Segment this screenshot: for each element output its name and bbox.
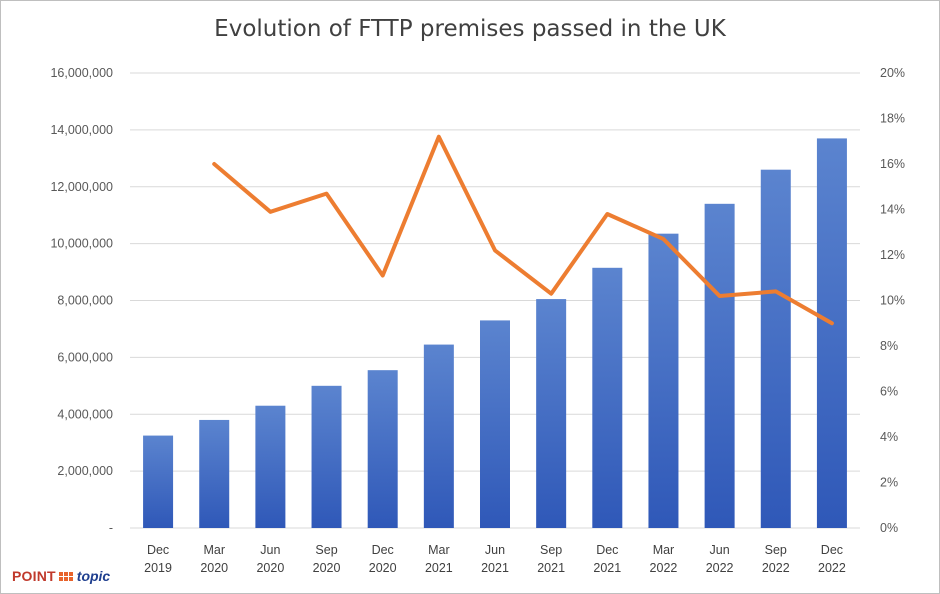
bar — [648, 233, 679, 528]
bar — [143, 435, 174, 528]
y-right-tick-label: 4% — [880, 430, 898, 444]
y-right-tick-label: 12% — [880, 248, 905, 262]
bar — [255, 405, 286, 528]
y-right-tick-label: 0% — [880, 521, 898, 535]
bar — [480, 320, 510, 528]
bar — [199, 419, 230, 528]
y-left-tick-label: 2,000,000 — [57, 464, 113, 478]
logo-point-text: POINT — [12, 568, 56, 584]
bar — [311, 385, 342, 528]
x-tick-label: Mar 2022 — [650, 543, 678, 575]
y-right-tick-label: 20% — [880, 66, 905, 80]
y-right-tick-label: 18% — [880, 112, 905, 126]
bar — [367, 370, 398, 528]
y-left-tick-label: 16,000,000 — [50, 66, 113, 80]
line-series — [212, 134, 834, 326]
y-left-tick-label: - — [109, 521, 113, 535]
x-tick-label: Sep 2022 — [762, 543, 790, 575]
y-right-tick-label: 14% — [880, 203, 905, 217]
y-right-tick-label: 6% — [880, 385, 898, 399]
x-tick-label: Dec 2021 — [593, 543, 621, 575]
x-tick-label: Dec 2019 — [144, 543, 172, 575]
x-tick-label: Jun 2020 — [256, 543, 284, 575]
x-tick-label: Jun 2021 — [481, 543, 509, 575]
bar — [423, 344, 454, 528]
bar — [816, 138, 847, 528]
bar — [536, 299, 567, 528]
bar — [704, 203, 735, 528]
y-left-tick-label: 4,000,000 — [57, 407, 113, 421]
x-tick-label: Mar 2021 — [425, 543, 453, 575]
x-tick-label: Dec 2022 — [818, 543, 846, 575]
point-topic-logo: POINT topic — [12, 568, 110, 584]
x-tick-label: Jun 2022 — [706, 543, 734, 575]
x-tick-label: Dec 2020 — [369, 543, 397, 575]
bar — [760, 169, 791, 528]
y-left-tick-label: 8,000,000 — [57, 294, 113, 308]
x-tick-label: Sep 2020 — [313, 543, 341, 575]
y-right-tick-label: 16% — [880, 157, 905, 171]
y-right-tick-label: 2% — [880, 476, 898, 490]
y-left-tick-label: 10,000,000 — [50, 237, 113, 251]
logo-topic-text: topic — [76, 568, 111, 584]
y-right-tick-label: 10% — [880, 294, 905, 308]
y-right-tick-label: 8% — [880, 339, 898, 353]
logo-dots-icon — [58, 571, 73, 581]
y-left-tick-label: 14,000,000 — [50, 123, 113, 137]
chart-title: Evolution of FTTP premises passed in the… — [214, 16, 726, 42]
bar — [592, 267, 623, 528]
x-tick-label: Mar 2020 — [200, 543, 228, 575]
x-tick-label: Sep 2021 — [537, 543, 565, 575]
y-left-tick-label: 6,000,000 — [57, 350, 113, 364]
y-left-tick-label: 12,000,000 — [50, 180, 113, 194]
